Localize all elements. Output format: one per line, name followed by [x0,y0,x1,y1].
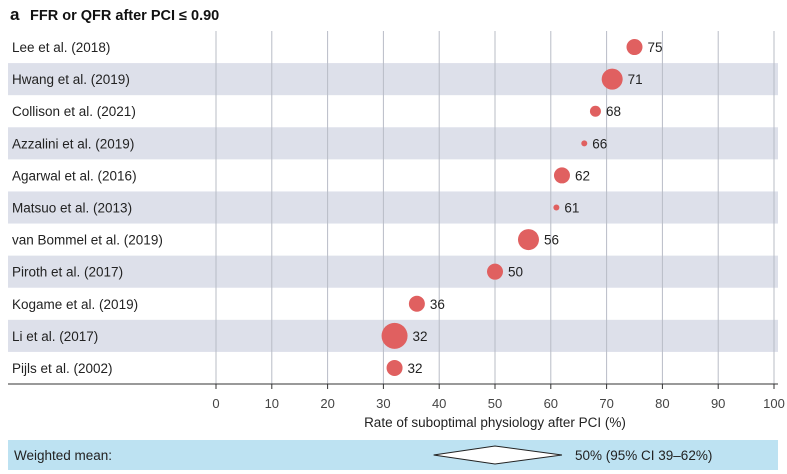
x-tick-label: 50 [488,396,502,411]
study-label: Lee et al. (2018) [12,40,110,55]
x-tick-label: 100 [763,396,785,411]
study-label: Azzalini et al. (2019) [12,136,134,151]
study-label: Kogame et al. (2019) [12,297,138,312]
value-label: 61 [564,201,579,216]
study-marker [626,39,643,56]
x-tick-label: 60 [544,396,558,411]
study-label: Matsuo et al. (2013) [12,201,132,216]
study-label: Li et al. (2017) [12,329,98,344]
x-tick-label: 40 [432,396,446,411]
x-axis-ticks: 0 10 20 30 40 50 60 70 80 90 100 [212,384,785,411]
summary-text: 50% (95% CI 39–62%) [575,448,712,463]
study-marker [589,105,601,117]
row-band [8,191,778,224]
study-label: van Bommel et al. (2019) [12,233,163,248]
x-tick-label: 90 [711,396,725,411]
row-band [8,63,778,96]
study-marker [487,263,503,280]
value-label: 62 [575,168,590,183]
value-label: 32 [413,329,428,344]
value-label: 32 [408,361,423,376]
study-label: Agarwal et al. (2016) [12,168,137,183]
chart-title: FFR or QFR after PCI ≤ 0.90 [30,8,219,24]
x-tick-label: 20 [320,396,334,411]
value-label: 68 [606,104,621,119]
study-marker [517,229,539,251]
study-marker [408,295,425,312]
study-label: Pijls et al. (2002) [12,361,113,376]
study-marker [553,204,560,211]
gridlines [215,31,775,384]
value-label: 56 [544,233,559,248]
study-label: Piroth et al. (2017) [12,265,123,280]
x-tick-label: 10 [265,396,279,411]
study-marker [381,322,408,349]
study-label: Hwang et al. (2019) [12,72,130,87]
x-axis-label: Rate of suboptimal physiology after PCI … [364,415,626,430]
x-tick-label: 0 [212,396,219,411]
study-marker [553,167,570,184]
summary-label: Weighted mean: [14,448,112,463]
value-label: 36 [430,297,445,312]
study-marker [386,359,403,376]
value-label: 75 [648,40,663,55]
value-label: 50 [508,265,523,280]
summary-band [8,440,778,470]
study-rows: Lee et al. (2018) 75 Hwang et al. (2019) 71… [12,39,663,376]
summary-diamond [433,445,563,465]
value-label: 71 [628,72,643,87]
study-marker [581,140,588,147]
value-label: 66 [592,136,607,151]
x-tick-label: 80 [655,396,669,411]
panel-letter: a [10,5,20,24]
study-label: Collison et al. (2021) [12,104,136,119]
study-marker [601,68,623,90]
row-band [8,255,778,288]
x-tick-label: 70 [599,396,613,411]
x-tick-label: 30 [376,396,390,411]
row-band [8,127,778,160]
